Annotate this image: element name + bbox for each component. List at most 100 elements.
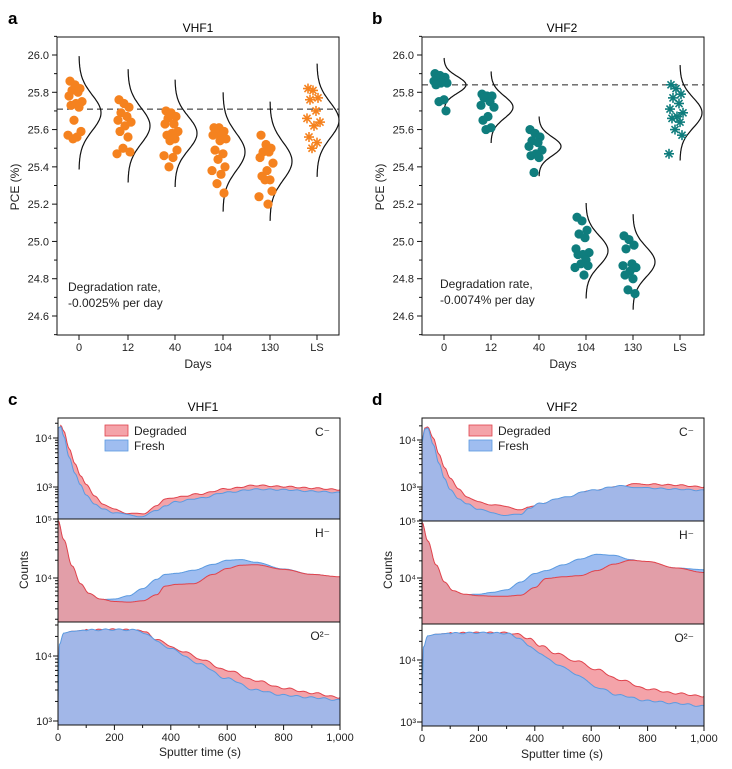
data-point-asterisk [302, 113, 312, 124]
x-tick-label: 40 [533, 342, 545, 354]
x-tick-label: 104 [214, 342, 232, 354]
data-point [577, 216, 587, 226]
data-point [264, 147, 274, 157]
data-point [628, 274, 638, 284]
subplot-c-ion: 10⁴ 10³ C⁻ [399, 417, 705, 522]
y-tick-label: 25.0 [28, 236, 49, 248]
series-104 [570, 202, 609, 299]
data-point-asterisk [309, 120, 319, 131]
data-point [256, 130, 266, 140]
asterisk-stroke [674, 99, 684, 108]
y-tick-label: 25.2 [28, 199, 49, 211]
data-point [207, 165, 217, 176]
data-point [623, 285, 633, 295]
panel-label-a: a [8, 9, 18, 28]
asterisk-stroke [670, 125, 680, 134]
area-plot-c: 10⁴ 10³ C⁻ 10⁵ 10⁴ H⁻ 10⁴ 10³ O²⁻ 0 200 400 600 800 1,… [35, 417, 354, 744]
y-tick-label: 10⁵ [399, 516, 416, 528]
data-point [534, 152, 544, 163]
data-point [115, 126, 125, 137]
data-point-asterisk [305, 94, 315, 105]
legend-label-degraded: Degraded [498, 424, 551, 438]
y-tick-label: 25.6 [393, 125, 414, 137]
series-130 [254, 101, 293, 221]
fresh-line [58, 628, 340, 702]
x-tick-label: 1,000 [690, 733, 718, 745]
series-0 [429, 57, 467, 116]
data-point [434, 97, 444, 107]
series-0 [63, 56, 102, 170]
y-tick-label: 10³ [36, 716, 52, 728]
y-tick-label: 10³ [400, 482, 416, 494]
data-point [260, 175, 270, 185]
x-tick-label: LS [673, 342, 686, 354]
y-tick-label: 25.8 [28, 87, 49, 99]
panel-a: a VHF1 26.0 25.8 25.6 25.4 25.2 25.0 24.8 24.6 0… [8, 9, 340, 371]
distribution-curve [269, 101, 293, 221]
data-point-asterisk [313, 92, 323, 103]
data-point [220, 162, 230, 172]
asterisk-stroke [307, 144, 317, 153]
series-40 [159, 79, 198, 188]
data-point [533, 138, 543, 148]
data-point-asterisk [671, 83, 681, 94]
fresh-area [58, 426, 340, 519]
data-point [165, 136, 175, 146]
panel-b: b VHF2 26.0 25.8 25.6 25.4 25.2 25.0 24.8 24.6 0… [372, 9, 705, 371]
y-axis-label-c: Counts [17, 551, 31, 589]
degraded-line [422, 522, 704, 597]
data-point-asterisk [670, 124, 680, 135]
y-tick-label: 10³ [400, 717, 416, 729]
asterisk-stroke [664, 149, 674, 158]
subplot-c-ion: 10⁴ 10³ C⁻ [35, 417, 341, 520]
ion-label: O²⁻ [310, 629, 330, 643]
series-40 [524, 116, 562, 178]
legend-swatch-fresh [104, 439, 129, 452]
asterisk-stroke [677, 131, 687, 140]
y-tick-label: 25.0 [393, 236, 414, 248]
data-point [125, 147, 135, 157]
series-12 [112, 69, 151, 183]
asterisk-stroke [308, 86, 318, 95]
asterisk-stroke [309, 121, 319, 130]
x-tick-label: 0 [55, 732, 61, 744]
asterisk-stroke [665, 104, 675, 114]
series-104 [207, 92, 246, 212]
legend-swatch-degraded [104, 424, 129, 437]
fresh-line [422, 427, 704, 516]
data-point-asterisk [311, 105, 321, 116]
y-axis-label-d: Counts [381, 551, 395, 589]
panel-b-title: VHF2 [547, 21, 578, 35]
ion-label: H⁻ [315, 526, 330, 540]
asterisk-stroke [667, 114, 677, 123]
degradation-annotation-line1: Degradation rate, [68, 280, 161, 294]
y-tick-label: 10⁴ [399, 573, 416, 585]
asterisk-stroke [315, 118, 325, 127]
x-axis-label-c: Sputter time (s) [159, 745, 241, 759]
x-tick-label: 12 [485, 342, 497, 354]
x-axis-label-d: Sputter time (s) [521, 747, 603, 761]
y-tick-label: 25.6 [28, 125, 49, 137]
x-tick-label: 130 [624, 342, 642, 354]
data-point [112, 149, 122, 159]
data-point-asterisk [677, 130, 687, 141]
data-point [441, 106, 451, 116]
panel-label-c: c [8, 390, 17, 409]
data-point [580, 233, 590, 243]
data-point [73, 87, 83, 97]
y-tick-label: 24.8 [28, 274, 49, 286]
asterisk-stroke [305, 95, 315, 104]
x-tick-label: 600 [582, 733, 600, 745]
fresh-area [422, 632, 704, 726]
data-point [570, 262, 580, 273]
y-tick-label: 10³ [36, 482, 52, 494]
fresh-area [58, 628, 340, 725]
fresh-line [422, 631, 704, 707]
asterisk-stroke [668, 93, 678, 102]
distribution-curve [585, 202, 609, 299]
data-point [579, 270, 589, 280]
data-point [629, 240, 639, 250]
series-130 [618, 214, 656, 310]
x-tick-label: 0 [441, 342, 447, 354]
y-tick-label: 10⁴ [399, 655, 416, 667]
